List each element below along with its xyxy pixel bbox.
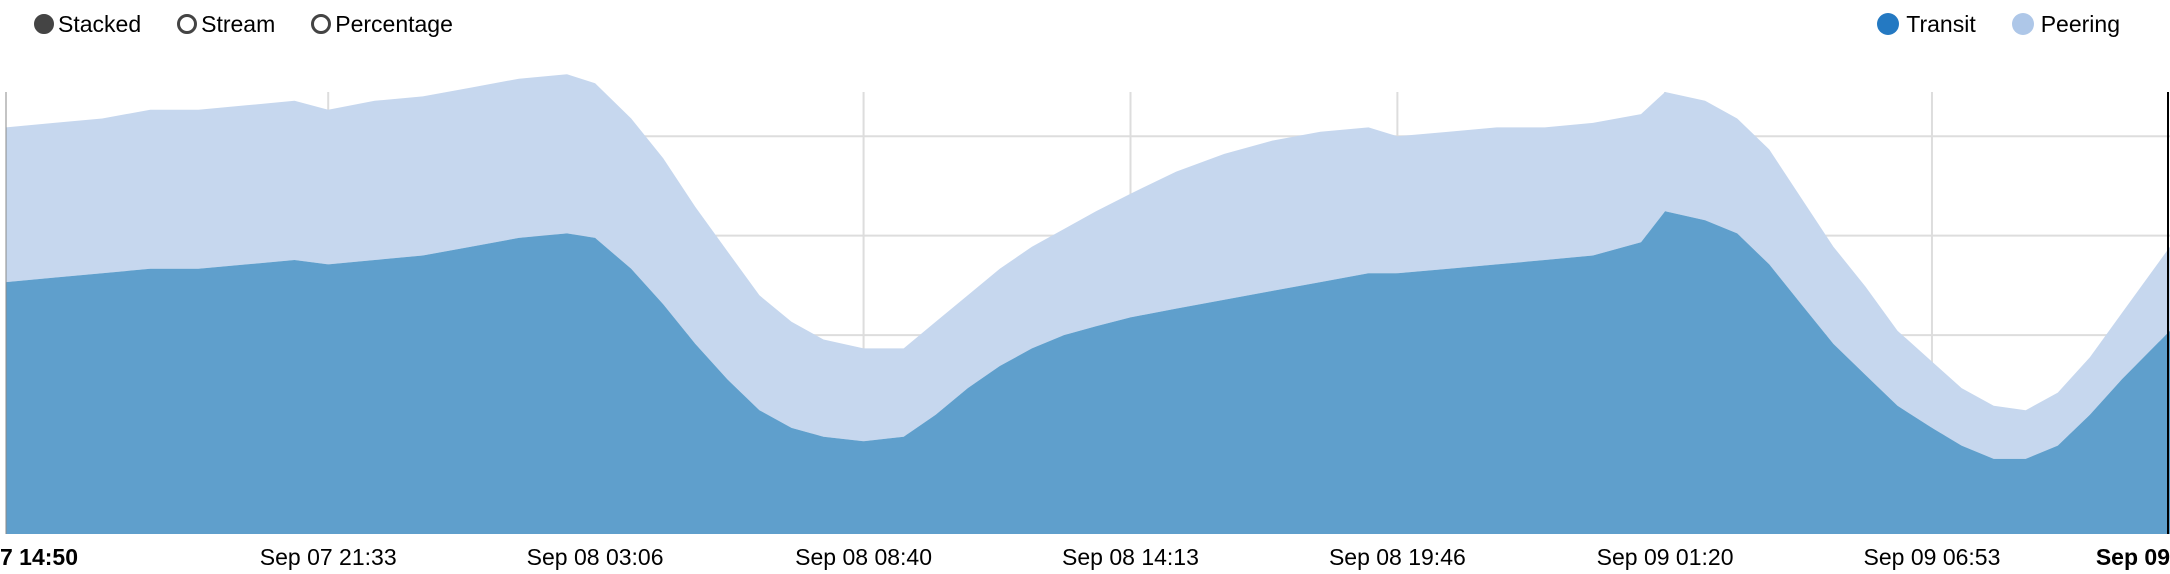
x-tick-label: Sep 07 21:33 (260, 544, 397, 570)
mode-percentage-option[interactable]: Percentage (311, 10, 453, 38)
transit-area[interactable] (6, 211, 2170, 535)
legend-peering-label[interactable]: Peering (2040, 11, 2120, 37)
x-tick-label: Sep 08 08:40 (795, 544, 932, 570)
peering-area[interactable] (6, 74, 2170, 459)
x-tick-label: Sep 09 06:53 (1864, 544, 2001, 570)
legend-item-peering[interactable]: Peering (2011, 10, 2120, 38)
radio-unselected-icon[interactable] (177, 14, 198, 34)
legend-item-transit[interactable]: Transit (1877, 10, 1976, 38)
mode-percentage-label[interactable]: Percentage (335, 11, 453, 37)
mode-stream-label[interactable]: Stream (201, 11, 276, 37)
legend-transit-label[interactable]: Transit (1906, 11, 1976, 37)
x-tick-label: Sep 09 (2096, 544, 2170, 570)
display-mode-group: Stacked Stream Percentage (34, 10, 489, 38)
mode-stream-option[interactable]: Stream (177, 10, 275, 38)
radio-selected-icon[interactable] (34, 14, 54, 34)
chart-legend: Transit Peering (1841, 10, 2120, 38)
x-axis: 7 14:50 Sep 07 21:33 Sep 08 03:06 Sep 08 08… (0, 544, 2170, 570)
x-tick-label: Sep 09 01:20 (1597, 544, 1734, 570)
x-tick-label: Sep 08 19:46 (1329, 544, 1466, 570)
legend-peering-swatch-icon[interactable] (2011, 13, 2034, 35)
chart-controls: Stacked Stream Percentage Transit Peerin… (0, 0, 2170, 48)
x-tick-label: 7 14:50 (0, 544, 78, 570)
x-tick-label: Sep 08 03:06 (527, 544, 664, 570)
area-series (5, 74, 2170, 535)
mode-stacked-option[interactable]: Stacked (34, 10, 141, 38)
x-tick-label: Sep 08 14:13 (1062, 544, 1199, 570)
radio-unselected-icon[interactable] (311, 14, 332, 34)
legend-transit-swatch-icon[interactable] (1877, 13, 1900, 35)
mode-stacked-label[interactable]: Stacked (58, 11, 142, 37)
